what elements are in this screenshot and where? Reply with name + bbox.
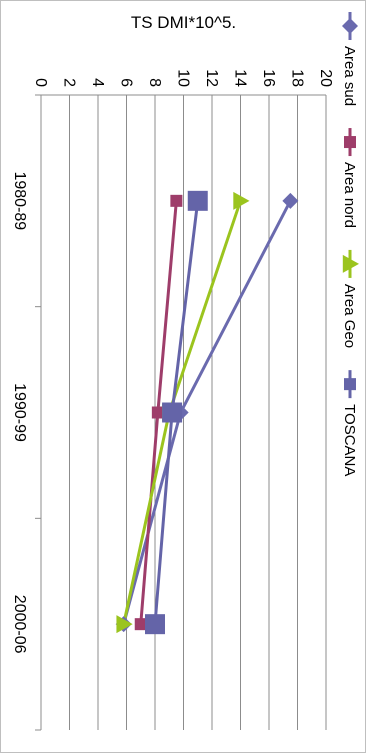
y-tick-label: 10: [175, 69, 192, 87]
square-marker: [344, 378, 356, 391]
square-marker: [170, 194, 183, 207]
legend-label: TOSCANA: [341, 404, 358, 476]
y-tick-label: 0: [32, 78, 49, 87]
triangle-marker: [342, 254, 359, 273]
y-tick-label: 2: [61, 78, 78, 87]
y-tick-label: 20: [317, 69, 334, 87]
gridlines: [69, 95, 327, 730]
square-marker: [344, 136, 356, 149]
legend-label: Area sud: [341, 46, 358, 106]
series-markers: [115, 190, 299, 635]
y-tick-label: 14: [232, 69, 249, 87]
diamond-marker: [342, 18, 358, 34]
legend: Area sud Area nord Area Geo TOSCANA: [341, 12, 359, 476]
legend-label: Area nord: [341, 162, 358, 228]
triangle-marker: [116, 615, 133, 634]
square-marker: [134, 618, 147, 631]
y-tick-label: 8: [146, 78, 163, 87]
big-square-marker: [162, 402, 183, 423]
y-tick-label: 18: [289, 69, 306, 87]
big-square-marker: [187, 190, 208, 211]
legend-label: Area Geo: [341, 284, 358, 348]
axes: 0 2 4 6 8 10 12 14 16 18 20 1980-89 1990-99 2000-06: [11, 69, 334, 731]
x-tick-label: 1980-89: [11, 171, 28, 230]
series-lines: [122, 200, 292, 625]
y-tick-label: 4: [89, 78, 106, 87]
y-tick-label: 16: [260, 69, 277, 87]
y-axis-title: TS DMI*10^5.: [131, 13, 236, 32]
big-square-marker: [145, 614, 165, 635]
x-tick-label: 1990-99: [11, 383, 28, 442]
y-tick-label: 6: [118, 78, 135, 87]
y-tick-label: 12: [203, 69, 220, 87]
triangle-marker: [233, 191, 250, 210]
diamond-marker: [282, 192, 299, 209]
series-line: [122, 200, 292, 625]
square-marker: [151, 406, 164, 419]
x-tick-label: 2000-06: [11, 595, 28, 654]
